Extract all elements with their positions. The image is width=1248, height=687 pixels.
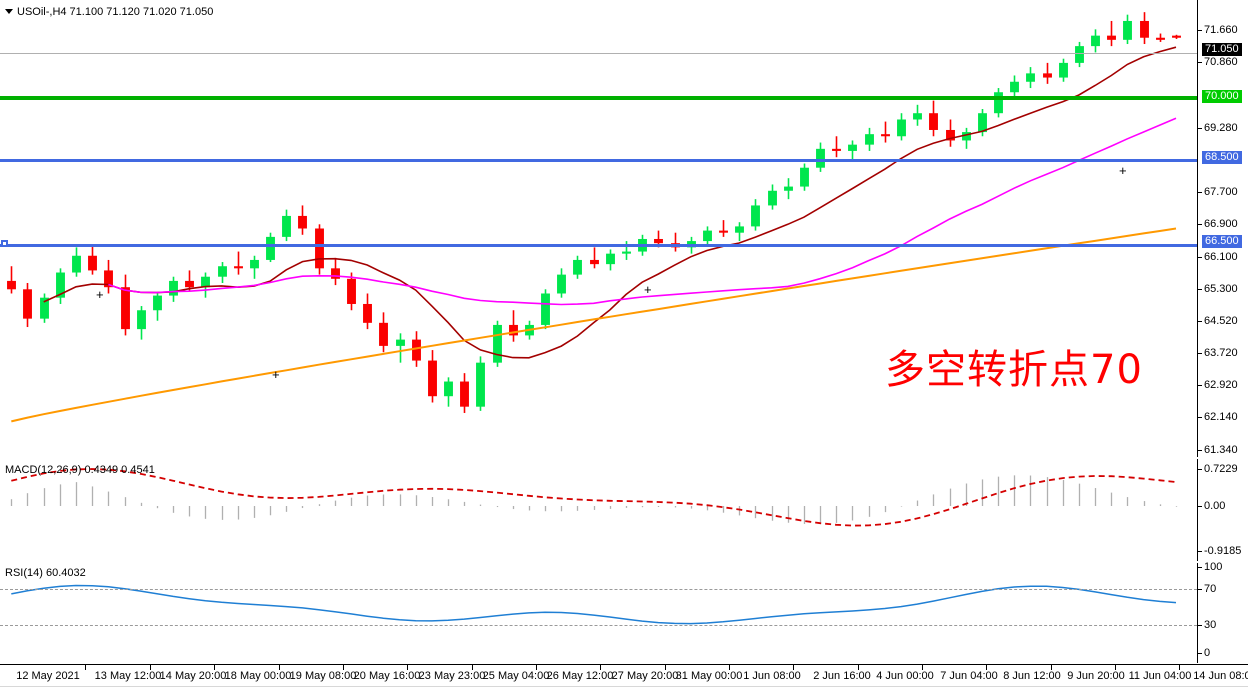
price-axis-tick: 66.900 xyxy=(1198,219,1238,230)
time-axis[interactable]: 12 May 2021 13 May 12:00 14 May 20:00 18 Ma… xyxy=(0,664,1248,686)
time-axis-label: 26 May 12:00 xyxy=(546,670,614,682)
price-axis-tick: 71.660 xyxy=(1198,25,1238,36)
rsi-axis-tick: 70 xyxy=(1198,584,1216,595)
time-axis-separator xyxy=(986,665,987,670)
time-axis-label: 11 Jun 04:00 xyxy=(1128,670,1192,682)
time-axis-separator xyxy=(600,665,601,670)
rsi-axis[interactable]: 100 70 30 0 xyxy=(1197,562,1248,663)
time-axis-separator xyxy=(1051,665,1052,670)
time-axis-separator xyxy=(665,665,666,670)
chevron-down-icon[interactable] xyxy=(5,8,13,14)
chart-header[interactable]: USOil-,H4 71.100 71.120 71.020 71.050 xyxy=(5,6,213,18)
time-axis-separator xyxy=(793,665,794,670)
crosshair-marker: + xyxy=(1119,163,1127,178)
time-axis-label: 31 May 00:00 xyxy=(675,670,743,682)
time-axis-separator xyxy=(729,665,730,670)
price-axis-tick: 61.340 xyxy=(1198,445,1238,456)
time-axis-separator xyxy=(407,665,408,670)
macd-plot-area[interactable] xyxy=(0,459,1197,561)
rsi-label: RSI(14) 60.4032 xyxy=(5,567,86,579)
price-axis-tick: 63.720 xyxy=(1198,348,1238,359)
time-axis-label: 14 Jun 08:00 xyxy=(1193,670,1248,682)
price-axis-tick: 69.280 xyxy=(1198,123,1238,134)
time-axis-label: 20 May 16:00 xyxy=(353,670,421,682)
rsi-series xyxy=(11,584,1177,625)
time-axis-label: 8 Jun 12:00 xyxy=(1003,670,1061,682)
crosshair-marker: + xyxy=(96,287,104,302)
time-axis-label: 4 Jun 00:00 xyxy=(876,670,934,682)
time-axis-label: 27 May 20:00 xyxy=(611,670,679,682)
time-axis-label: 25 May 04:00 xyxy=(482,670,550,682)
time-axis-separator xyxy=(536,665,537,670)
chart-annotation-text: 多空转折点70 xyxy=(885,347,1143,393)
current-price-line xyxy=(0,53,1197,54)
rsi-axis-tick: 30 xyxy=(1198,620,1216,631)
time-axis-label: 18 May 00:00 xyxy=(224,670,292,682)
current-price-label[interactable]: 71.050 xyxy=(1202,43,1242,56)
time-axis-label: 14 May 20:00 xyxy=(159,670,227,682)
rsi-level-30-line xyxy=(0,625,1197,626)
time-axis-label: 2 Jun 16:00 xyxy=(813,670,871,682)
macd-series xyxy=(10,468,1178,527)
time-axis-separator xyxy=(279,665,280,670)
crosshair-marker: + xyxy=(272,367,280,382)
time-axis-separator xyxy=(472,665,473,670)
rsi-level-70-line xyxy=(0,589,1197,590)
level-line-66-5[interactable] xyxy=(0,244,1197,247)
level-line-68-5[interactable] xyxy=(0,159,1197,162)
price-axis-tick: 67.700 xyxy=(1198,187,1238,198)
time-axis-label: 23 May 23:00 xyxy=(418,670,486,682)
level-66-5-anchor-handle[interactable] xyxy=(1,240,8,247)
time-axis-label: 1 Jun 08:00 xyxy=(743,670,801,682)
price-axis-tick: 62.920 xyxy=(1198,380,1238,391)
macd-label: MACD(12,26,9) 0.4349 0.4541 xyxy=(5,464,155,476)
macd-axis-tick: 0.7229 xyxy=(1198,464,1238,475)
rsi-axis-tick: 0 xyxy=(1198,648,1210,659)
rsi-axis-tick: 100 xyxy=(1198,562,1222,573)
price-axis-tick: 70.860 xyxy=(1198,57,1238,68)
time-axis-label: 13 May 12:00 xyxy=(94,670,162,682)
rsi-plot-area[interactable] xyxy=(0,563,1197,663)
macd-axis-tick: 0.00 xyxy=(1198,501,1225,512)
time-axis-separator xyxy=(1179,665,1180,670)
time-axis-separator xyxy=(150,665,151,670)
level-label-66-5[interactable]: 66.500 xyxy=(1202,235,1242,248)
price-axis-tick: 65.300 xyxy=(1198,284,1238,295)
level-line-70[interactable] xyxy=(0,96,1197,100)
time-axis-label: 12 May 2021 xyxy=(16,670,80,682)
price-axis-tick: 62.140 xyxy=(1198,412,1238,423)
price-axis[interactable]: 71.660 70.860 69.280 67.700 66.900 66.100 65.3… xyxy=(1197,0,1248,457)
time-axis-separator xyxy=(343,665,344,670)
time-axis-separator xyxy=(1115,665,1116,670)
price-axis-tick: 64.520 xyxy=(1198,316,1238,327)
level-label-68-5[interactable]: 68.500 xyxy=(1202,151,1242,164)
time-axis-separator xyxy=(858,665,859,670)
macd-axis[interactable]: 0.7229 0.00 -0.9185 xyxy=(1197,459,1248,561)
macd-axis-tick: -0.9185 xyxy=(1198,546,1241,557)
price-plot-area[interactable]: + + + + xyxy=(0,0,1197,457)
time-axis-label: 7 Jun 04:00 xyxy=(940,670,998,682)
time-axis-separator xyxy=(85,665,86,670)
time-axis-separator xyxy=(922,665,923,670)
time-axis-label: 19 May 08:00 xyxy=(289,670,357,682)
time-axis-label: 9 Jun 20:00 xyxy=(1067,670,1125,682)
time-axis-separator xyxy=(214,665,215,670)
price-axis-tick: 66.100 xyxy=(1198,252,1238,263)
chart-header-text: USOil-,H4 71.100 71.120 71.020 71.050 xyxy=(17,6,214,18)
level-label-70[interactable]: 70.000 xyxy=(1202,90,1242,103)
crosshair-marker: + xyxy=(644,282,652,297)
